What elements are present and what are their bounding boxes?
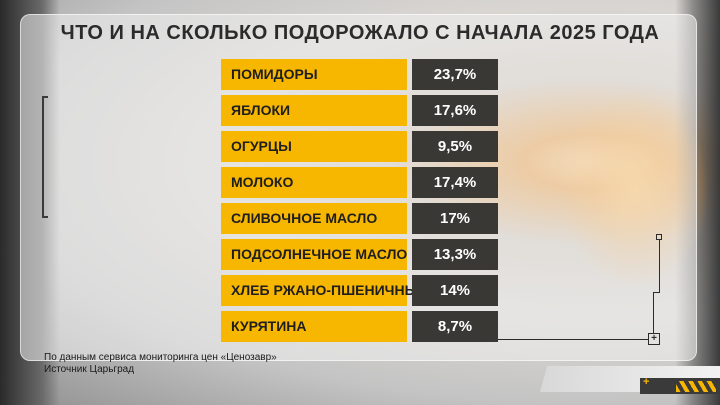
table-row: ХЛЕБ РЖАНО-ПШЕНИЧНЫЙ 14% (221, 275, 498, 306)
product-label: МОЛОКО (221, 167, 407, 198)
product-label: КУРЯТИНА (221, 311, 407, 342)
product-label: ПОМИДОРЫ (221, 59, 407, 90)
table-row: ПОДСОЛНЕЧНОЕ МАСЛО 13,3% (221, 239, 498, 270)
connector-line-vertical-2 (653, 292, 654, 333)
product-label: ПОДСОЛНЕЧНОЕ МАСЛО (221, 239, 407, 270)
ticker-stripes (676, 381, 716, 392)
price-increase-value: 8,7% (412, 311, 498, 342)
connector-line-horizontal (498, 339, 648, 340)
table-row: СЛИВОЧНОЕ МАСЛО 17% (221, 203, 498, 234)
price-increase-value: 14% (412, 275, 498, 306)
table-row: ОГУРЦЫ 9,5% (221, 131, 498, 162)
ticker-plus-icon: + (643, 376, 650, 388)
product-label: ЯБЛОКИ (221, 95, 407, 126)
plus-icon: + (648, 333, 660, 345)
product-label: ОГУРЦЫ (221, 131, 407, 162)
connector-line-short (653, 292, 660, 293)
product-label: СЛИВОЧНОЕ МАСЛО (221, 203, 407, 234)
price-increase-value: 23,7% (412, 59, 498, 90)
price-increase-value: 13,3% (412, 239, 498, 270)
price-increase-value: 9,5% (412, 131, 498, 162)
price-increase-value: 17,4% (412, 167, 498, 198)
table-row: МОЛОКО 17,4% (221, 167, 498, 198)
table-row: ПОМИДОРЫ 23,7% (221, 59, 498, 90)
source-line-1: По данным сервиса мониторинга цен «Ценоз… (44, 352, 277, 363)
source-note: По данным сервиса мониторинга цен «Ценоз… (44, 352, 277, 376)
chart-title: ЧТО И НА СКОЛЬКО ПОДОРОЖАЛО С НАЧАЛА 202… (60, 22, 660, 44)
connector-line-vertical (659, 240, 660, 292)
product-label: ХЛЕБ РЖАНО-ПШЕНИЧНЫЙ (221, 275, 428, 306)
source-line-2: Источник Царьград (44, 364, 135, 375)
table-row: ЯБЛОКИ 17,6% (221, 95, 498, 126)
table-row: КУРЯТИНА 8,7% (221, 311, 498, 342)
price-increase-value: 17% (412, 203, 498, 234)
price-increase-value: 17,6% (412, 95, 498, 126)
left-bracket-decoration (42, 96, 48, 218)
connector-square (656, 234, 662, 240)
